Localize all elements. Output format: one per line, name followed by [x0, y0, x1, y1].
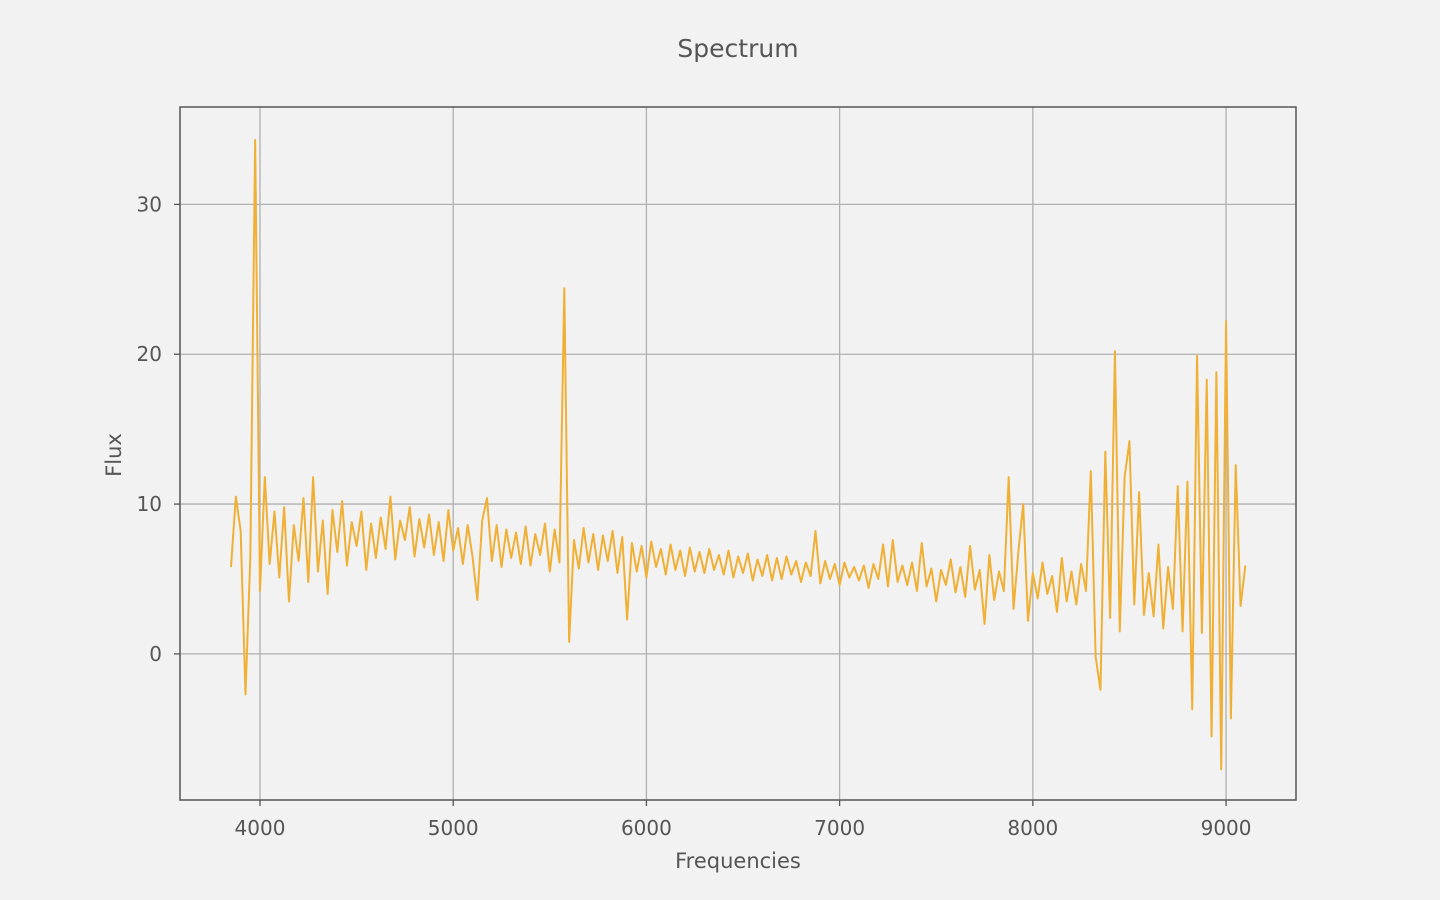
chart-title: Spectrum [677, 34, 798, 63]
x-tick-label: 4000 [235, 816, 286, 840]
plot-frame [179, 106, 1297, 801]
y-tick-label: 30 [137, 192, 162, 216]
x-tick-label: 7000 [814, 816, 865, 840]
y-tick-label: 0 [149, 642, 162, 666]
x-tick-label: 5000 [428, 816, 479, 840]
y-tick-label: 20 [137, 342, 162, 366]
y-axis-label: Flux [102, 433, 126, 477]
spectrum-line [230, 138, 1247, 771]
y-tick-label: 10 [137, 492, 162, 516]
x-tick-label: 8000 [1007, 816, 1058, 840]
x-tick-label: 6000 [621, 816, 672, 840]
x-axis-label: Frequencies [675, 849, 801, 873]
x-tick-label: 9000 [1201, 816, 1252, 840]
